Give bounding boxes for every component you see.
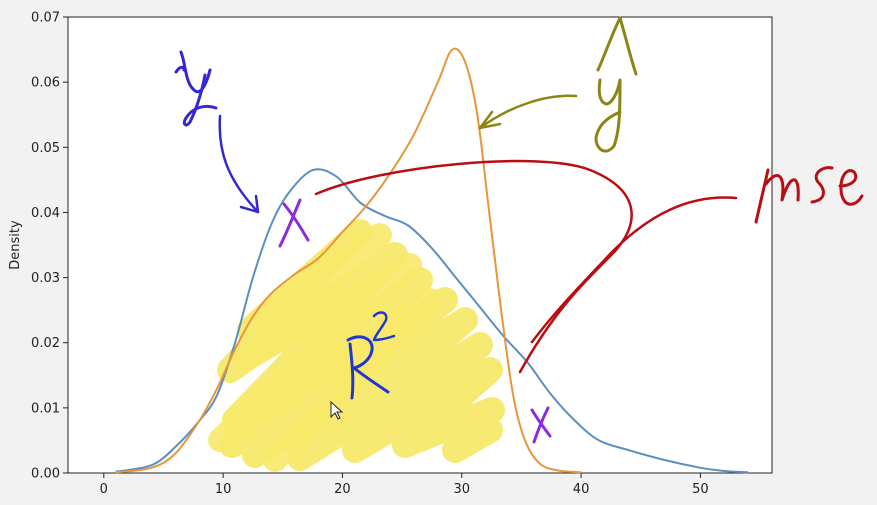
mouse-cursor-icon [330, 400, 344, 420]
arrow-y-hat-annotation [478, 94, 578, 130]
plot-frame [67, 16, 773, 474]
series-layer [115, 47, 749, 474]
x-tick-label: 10 [215, 482, 232, 497]
x-annotation-lower [530, 406, 552, 444]
y-hat-annotation [594, 16, 638, 153]
handwritten-annotations [174, 16, 864, 444]
x-tick-label: 30 [453, 482, 470, 497]
x-tick-label: 50 [692, 482, 709, 497]
axes: 0 10 20 30 40 50 0.00 0.01 0.02 0.03 0.04 0.05 0.06 0… [8, 11, 773, 497]
y-tick-label: 0.02 [31, 336, 60, 351]
y-tick-label: 0.00 [31, 467, 60, 482]
y-label-annotation [174, 50, 218, 127]
x-tick-label: 20 [334, 482, 351, 497]
x-tick-label: 40 [573, 482, 590, 497]
r-squared-annotation [346, 311, 396, 400]
x-tick-label: 0 [100, 482, 108, 497]
y-tick-label: 0.06 [31, 76, 60, 91]
y-axis-label: Density [8, 220, 23, 270]
r-squared-highlight [208, 219, 505, 472]
series-line-1 [115, 168, 749, 474]
series-line-2 [115, 47, 582, 474]
y-tick-label: 0.05 [31, 141, 60, 156]
y-tick-label: 0.01 [31, 401, 60, 416]
arrow-y-annotation [218, 114, 260, 214]
mse-bracket-annotation [314, 159, 738, 374]
x-annotation-upper [278, 198, 310, 248]
y-tick-label: 0.03 [31, 271, 60, 286]
y-tick-label: 0.07 [31, 11, 60, 26]
y-tick-label: 0.04 [31, 206, 60, 221]
mse-label-annotation [754, 166, 864, 224]
